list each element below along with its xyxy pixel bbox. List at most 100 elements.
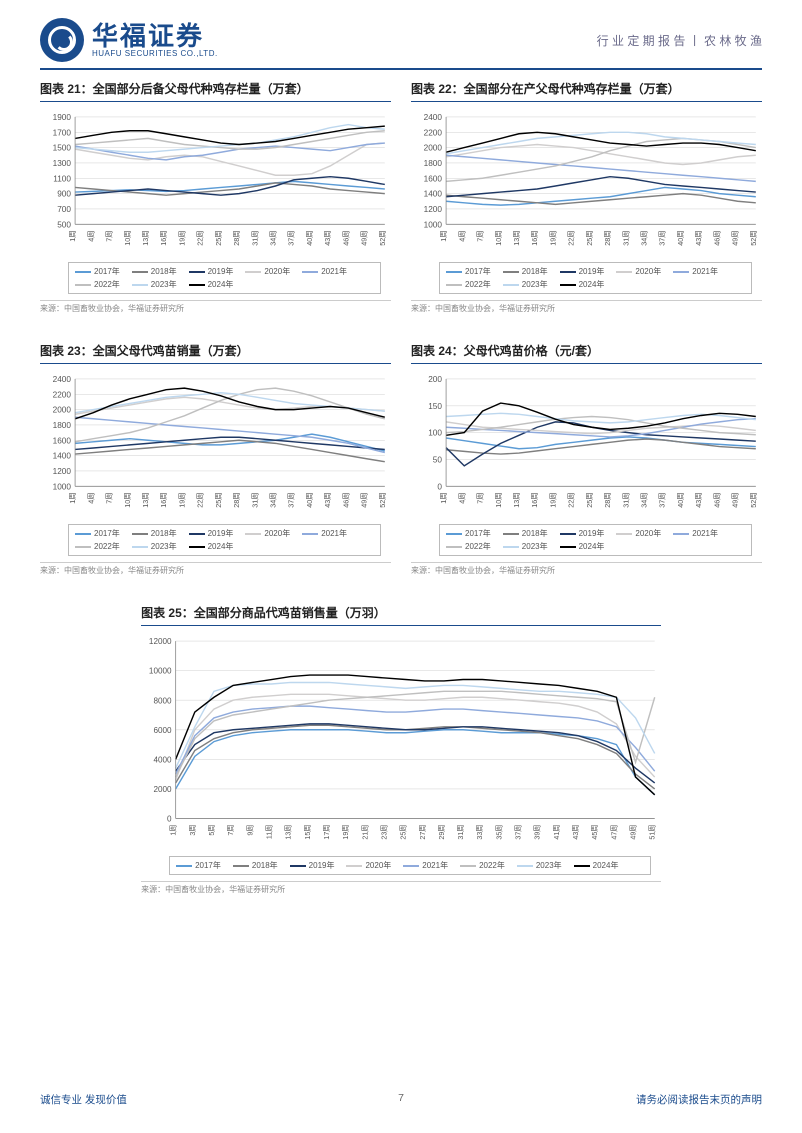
svg-text:31周: 31周 [250,230,259,245]
svg-text:10000: 10000 [149,667,172,676]
legend-item: 2022年 [75,279,120,290]
chart-block: 图表 22：全国部分在产父母代种鸡存栏量（万套） 100012001400160… [411,80,762,314]
swatch-icon [75,533,91,535]
legend-item: 2017年 [75,528,120,539]
swatch-icon [75,546,91,548]
svg-text:34周: 34周 [639,492,648,507]
legend-item: 2018年 [503,528,548,539]
svg-text:25周: 25周 [214,230,223,245]
svg-text:1周: 1周 [68,230,77,241]
legend: 2017年 2018年 2019年 2020年 2021年 2022年 2023… [439,262,752,294]
svg-text:4周: 4周 [86,492,95,503]
svg-text:10周: 10周 [494,492,503,507]
svg-text:34周: 34周 [639,230,648,245]
legend-item: 2023年 [132,279,177,290]
swatch-icon [75,284,91,286]
svg-text:1300: 1300 [53,159,72,168]
svg-text:46周: 46周 [712,230,721,245]
legend-item: 2017年 [176,860,221,871]
chart-source: 来源：中国畜牧业协会，华福证券研究所 [411,562,762,576]
c21-svg: 500700900110013001500170019001周4周7周10周13… [40,108,391,258]
svg-text:1周: 1周 [439,230,448,241]
svg-text:37周: 37周 [515,825,523,840]
svg-text:7周: 7周 [227,825,235,836]
svg-text:13周: 13周 [512,230,521,245]
legend-item: 2021年 [673,266,718,277]
legend: 2017年 2018年 2019年 2020年 2021年 2022年 2023… [68,524,381,556]
legend-label: 2023年 [522,541,548,552]
swatch-icon [233,865,249,867]
svg-text:9周: 9周 [246,825,254,836]
legend-label: 2024年 [579,279,605,290]
legend-item: 2023年 [503,279,548,290]
svg-text:22周: 22周 [567,230,576,245]
swatch-icon [189,271,205,273]
legend-item: 2019年 [189,266,234,277]
svg-text:2000: 2000 [154,785,173,794]
svg-text:31周: 31周 [250,492,259,507]
svg-text:2000: 2000 [53,406,72,415]
svg-text:10周: 10周 [123,230,132,245]
svg-text:29周: 29周 [438,825,446,840]
svg-text:52周: 52周 [749,492,758,507]
svg-text:49周: 49周 [360,230,369,245]
legend-label: 2023年 [151,279,177,290]
svg-text:45周: 45周 [591,825,599,840]
svg-text:49周: 49周 [630,825,638,840]
svg-text:25周: 25周 [214,492,223,507]
svg-text:17周: 17周 [323,825,331,840]
svg-text:46周: 46周 [712,492,721,507]
legend-label: 2023年 [151,541,177,552]
svg-text:1800: 1800 [424,159,443,168]
swatch-icon [517,865,533,867]
swatch-icon [503,271,519,273]
svg-text:4周: 4周 [457,230,466,241]
svg-text:900: 900 [57,190,71,199]
svg-text:49周: 49周 [731,230,740,245]
legend-item: 2019年 [560,266,605,277]
svg-text:41周: 41周 [553,825,561,840]
swatch-icon [460,865,476,867]
legend-label: 2017年 [94,528,120,539]
svg-text:1000: 1000 [53,482,72,491]
svg-text:23周: 23周 [381,825,389,840]
legend-label: 2017年 [195,860,221,871]
legend-item: 2021年 [403,860,448,871]
chart-block: 图表 23：全国父母代鸡苗销量（万套） 10001200140016001800… [40,342,391,576]
legend-label: 2024年 [579,541,605,552]
swatch-icon [302,533,318,535]
legend-item: 2023年 [132,541,177,552]
swatch-icon [176,865,192,867]
svg-text:1100: 1100 [53,174,71,183]
svg-text:34周: 34周 [268,230,277,245]
legend-label: 2024年 [593,860,619,871]
svg-text:31周: 31周 [621,230,630,245]
svg-text:51周: 51周 [649,825,657,840]
svg-text:10周: 10周 [123,492,132,507]
footer-page: 7 [398,1092,404,1104]
svg-text:19周: 19周 [342,825,350,840]
legend-item: 2024年 [189,541,234,552]
legend-item: 2018年 [233,860,278,871]
svg-text:25周: 25周 [400,825,408,840]
svg-text:35周: 35周 [495,825,503,840]
swatch-icon [446,533,462,535]
legend-label: 2019年 [579,528,605,539]
svg-text:52周: 52周 [378,230,387,245]
logo: 华福证券 HUAFU SECURITIES CO.,LTD. [40,18,218,62]
svg-text:19周: 19周 [548,230,557,245]
chart-source: 来源：中国畜牧业协会，华福证券研究所 [40,300,391,314]
swatch-icon [75,271,91,273]
svg-text:16周: 16周 [530,492,539,507]
swatch-icon [446,271,462,273]
swatch-icon [132,284,148,286]
svg-text:700: 700 [57,205,71,214]
legend: 2017年 2018年 2019年 2020年 2021年 2022年 2023… [169,856,651,875]
svg-text:7周: 7周 [476,230,485,241]
swatch-icon [189,533,205,535]
svg-text:50: 50 [433,456,443,465]
swatch-icon [503,546,519,548]
swatch-icon [132,271,148,273]
legend-label: 2022年 [479,860,505,871]
legend-item: 2022年 [75,541,120,552]
